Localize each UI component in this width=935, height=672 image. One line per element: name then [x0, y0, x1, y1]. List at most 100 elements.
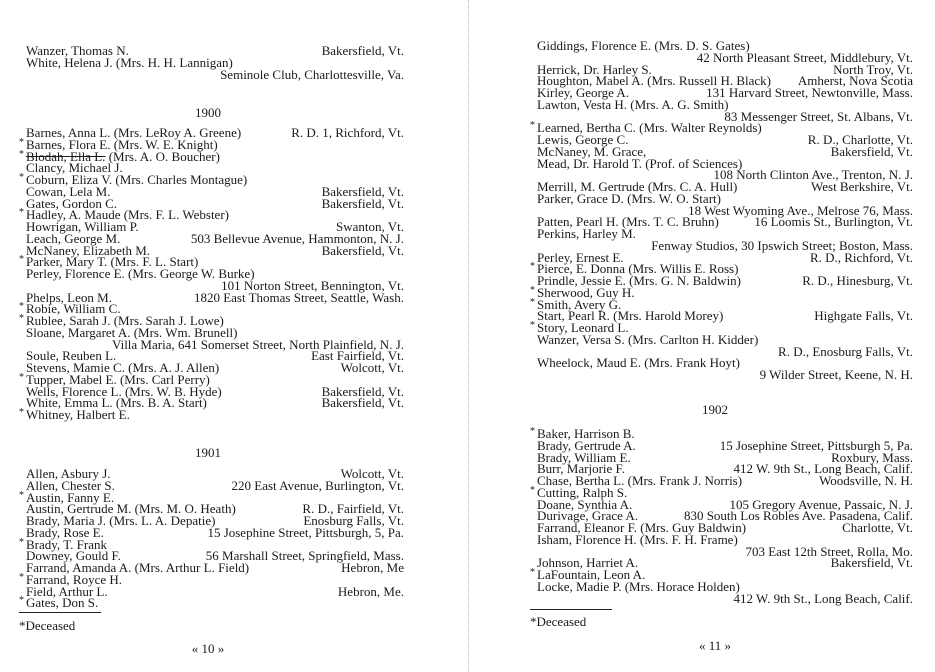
deceased-marker: *	[19, 254, 24, 266]
entry-row: Giddings, Florence E. (Mrs. D. S. Gates)	[537, 38, 913, 53]
entry-address: Bakersfield, Vt.	[321, 195, 404, 211]
entry-name: Brady, Rose E.	[26, 524, 104, 540]
deceased-marker: *	[19, 148, 24, 160]
entry-name: Field, Arthur L.	[26, 583, 108, 599]
deceased-marker: *	[530, 120, 535, 132]
entry-name: Sherwood, Guy H.	[537, 284, 635, 300]
entry-row: Soule, Reuben L. East Fairfield, Vt.	[26, 349, 404, 362]
entry-row: Herrick, Dr. Harley S. North Troy, Vt.	[537, 63, 913, 76]
entries-1900: Barnes, Anna L. (Mrs. LeRoy A. Greene) R.…	[19, 126, 404, 421]
entry-name: Prindle, Jessie E. (Mrs. G. N. Baldwin)	[537, 273, 742, 288]
entry-row: * Cutting, Ralph S.	[530, 485, 913, 499]
entry-name: White, Helena J. (Mrs. H. H. Lannigan)	[26, 54, 233, 70]
entry-name: Gates, Don S.	[26, 595, 99, 611]
entry-row: Sloane, Margaret A. (Mrs. Wm. Brunell)	[26, 326, 404, 339]
entry-row: Locke, Madie P. (Mrs. Horace Holden)	[537, 580, 913, 593]
entry-address: 42 North Pleasant Street, Middlebury, Vt…	[696, 49, 913, 65]
entry-name: LaFountain, Leon A.	[537, 567, 646, 582]
entries-continued: Wanzer, Thomas N. Bakersfield, Vt. White, …	[26, 43, 404, 82]
page-10: Wanzer, Thomas N. Bakersfield, Vt. White, …	[19, 43, 404, 655]
entry-row: Mead, Dr. Harold T. (Prof. of Sciences)	[537, 155, 913, 171]
entry-address: 1820 East Thomas Street, Seattle, Wash.	[193, 289, 404, 305]
entry-address: Highgate Falls, Vt.	[814, 308, 913, 324]
entry-row: Brady, Maria J. (Mrs. L. A. Depatie) Enos…	[26, 513, 404, 528]
entry-row: White, Emma L. (Mrs. B. A. Start) Bakersf…	[26, 396, 404, 409]
entry-name: Gates, Gordon C.	[26, 195, 117, 211]
entry-name: Kirley, George A.	[537, 85, 630, 100]
entry-address: 83 Messenger Street, St. Albans, Vt.	[724, 108, 913, 124]
entry-name: Giddings, Florence E. (Mrs. D. S. Gates)	[537, 38, 750, 53]
entry-name: Mead, Dr. Harold T. (Prof. of Sciences)	[537, 155, 743, 171]
entry-address: Bakersfield, Vt.	[321, 183, 404, 199]
entry-name: Perkins, Harley M.	[537, 226, 636, 241]
entry-row: Perkins, Harley M.	[537, 226, 913, 241]
entry-row: Phelps, Leon M. 1820 East Thomas Street, …	[26, 289, 404, 305]
footnote: *Deceased	[19, 618, 76, 633]
entry-row: Leach, George M. 503 Bellevue Avenue, Ham…	[26, 230, 404, 246]
deceased-marker: *	[530, 284, 535, 296]
entry-address: Bakersfield, Vt.	[830, 143, 913, 159]
entry-name: Brady, Maria J. (Mrs. L. A. Depatie)	[26, 513, 216, 528]
entry-row: Perley, Ernest E. R. D., Richford, Vt.	[537, 251, 913, 264]
entry-address: 16 Loomis St., Burlington, Vt.	[754, 214, 913, 230]
entry-address-continuation: Villa Maria, 641 Somerset Street, North …	[26, 338, 404, 351]
entry-row: * LaFountain, Leon A.	[530, 567, 913, 582]
entry-row: Clancy, Michael J.	[26, 161, 404, 174]
entry-address: Bakersfield, Vt.	[321, 43, 404, 58]
entry-address: Amherst, Nova Scotia	[797, 73, 913, 89]
entry-row: McNaney, M. Grace, Bakersfield, Vt.	[537, 143, 913, 159]
entry-row: * Baker, Harrison B.	[530, 426, 913, 440]
entry-address: Seminole Club, Charlottesville, Va.	[220, 66, 404, 82]
entry-name: Burr, Marjorie F.	[537, 461, 625, 477]
entry-row: * Sherwood, Guy H.	[530, 284, 913, 300]
entry-row: Doane, Synthia A. 105 Gregory Avenue, Pas…	[537, 496, 913, 512]
footnote-rule	[19, 612, 101, 613]
entry-address-continuation: R. D., Enosburg Falls, Vt.	[537, 345, 913, 358]
entry-row: Lewis, George C. R. D., Charlotte, Vt.	[537, 133, 913, 146]
entry-name: Rublee, Sarah J. (Mrs. Sarah J. Lowe)	[26, 313, 224, 328]
deceased-marker: *	[530, 484, 535, 496]
page-11: Giddings, Florence E. (Mrs. D. S. Gates)…	[468, 0, 935, 672]
entry-address: Woodsville, N. H.	[819, 473, 913, 488]
entry-name: Wells, Florence L. (Mrs. W. B. Hyde)	[26, 383, 222, 399]
deceased-marker: *	[530, 261, 535, 273]
deceased-marker: *	[19, 172, 24, 183]
entry-row: Wanzer, Thomas N. Bakersfield, Vt.	[26, 43, 404, 58]
deceased-marker: *	[530, 426, 535, 437]
entry-name: Coburn, Eliza V. (Mrs. Charles Montague)	[26, 172, 248, 187]
deceased-marker: *	[19, 407, 24, 418]
entry-address: 15 Josephine Street, Pittsburgh 5, Pa.	[719, 437, 913, 453]
entry-address: R. D., Fairfield, Vt.	[302, 501, 404, 517]
entry-row: * Robie, William C.	[19, 301, 404, 315]
entry-name: Brady, T. Frank	[26, 536, 107, 552]
entry-address: 412 W. 9th St., Long Beach, Calif.	[733, 461, 913, 477]
entry-row: * Whitney, Halbert E.	[19, 407, 404, 421]
deceased-marker: *	[530, 567, 535, 578]
entry-row: White, Helena J. (Mrs. H. H. Lannigan)	[26, 54, 404, 70]
entry-name: Leach, George M.	[26, 230, 121, 246]
entry-row: * Parker, Mary T. (Mrs. F. L. Start)	[19, 254, 404, 268]
entry-name: Phelps, Leon M.	[26, 289, 112, 305]
year-heading-1902: 1902	[702, 402, 728, 417]
entry-row: Prindle, Jessie E. (Mrs. G. N. Baldwin) R…	[537, 273, 913, 288]
deceased-marker: *	[19, 595, 24, 607]
entry-name: Start, Pearl R. (Mrs. Harold Morey)	[537, 308, 724, 324]
entry-name: Allen, Chester S.	[26, 477, 115, 493]
entry-address: Wolcott, Vt.	[340, 360, 404, 375]
entry-row: Merrill, M. Gertrude (Mrs. C. A. Hull) We…	[537, 180, 913, 193]
entry-address-continuation: 9 Wilder Street, Keene, N. H.	[537, 368, 913, 381]
entry-name: Houghton, Mabel A. (Mrs. Russell H. Blac…	[537, 73, 771, 89]
entry-address: 830 South Los Robles Ave. Pasadena, Cali…	[683, 508, 913, 524]
entry-row: Allen, Chester S. 220 East Avenue, Burlin…	[26, 477, 404, 493]
entry-address: 108 North Clinton Ave., Trenton, N. J.	[713, 167, 913, 183]
entry-address: 412 W. 9th St., Long Beach, Calif.	[733, 590, 913, 606]
entry-row: * Brady, T. Frank	[19, 536, 404, 552]
entry-row: Brady, William E. Roxbury, Mass.	[537, 451, 913, 464]
entry-name: Farrand, Eleanor F. (Mrs. Guy Baldwin)	[537, 520, 747, 535]
entry-row: Patten, Pearl H. (Mrs. T. C. Bruhn) 16 Lo…	[537, 214, 913, 230]
entry-row: McNaney, Elizabeth M. Bakersfield, Vt.	[26, 244, 404, 257]
footnote-rule	[530, 609, 612, 610]
entry-name: Barnes, Flora E. (Mrs. W. E. Knight)	[26, 136, 218, 152]
entry-name: Wheelock, Maud E. (Mrs. Frank Hoyt)	[537, 355, 740, 371]
entry-name: Doane, Synthia A.	[537, 496, 633, 512]
